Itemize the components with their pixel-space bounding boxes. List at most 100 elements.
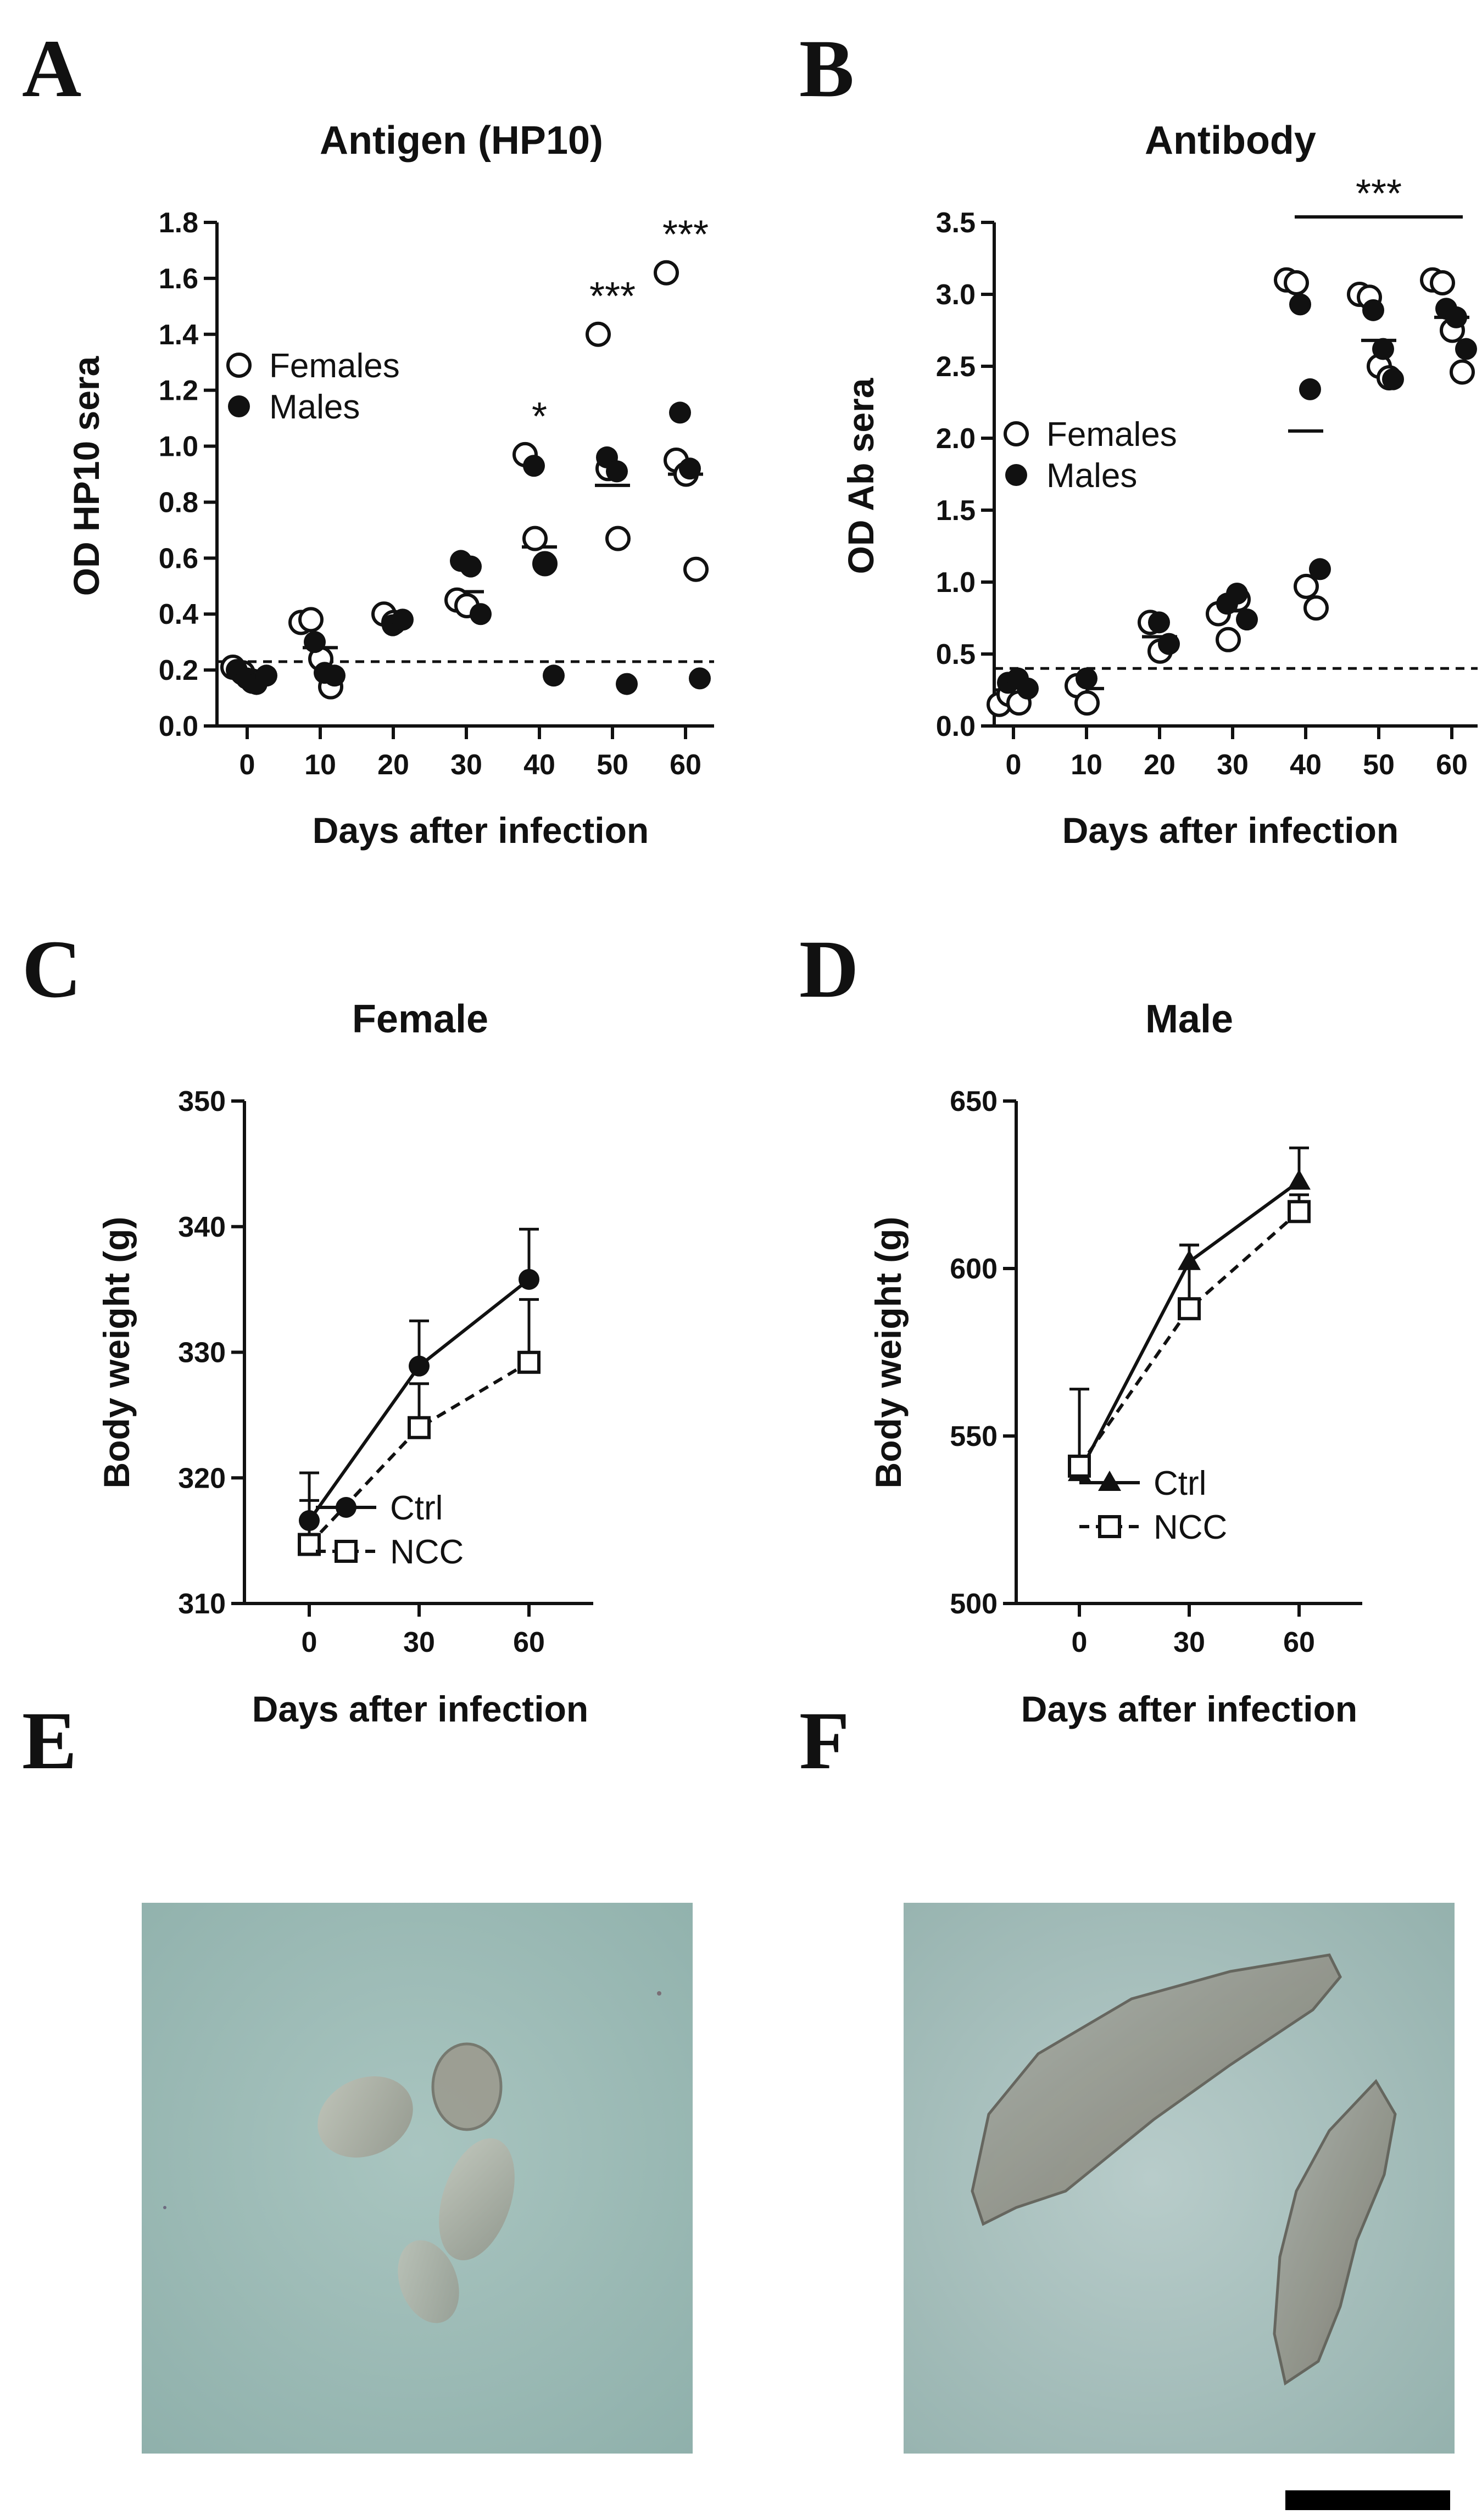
male-point bbox=[1299, 378, 1321, 400]
legend-marker bbox=[226, 353, 252, 378]
y-tick-label: 2.5 bbox=[936, 351, 976, 383]
chart-d-plot: 500 550 600 650 0 30 60 Ctrl NCC bbox=[950, 1086, 1362, 1658]
significance-label: *** bbox=[589, 275, 636, 319]
chart-a-xlabel: Days after infection bbox=[313, 810, 649, 851]
chart-b-title: Antibody bbox=[1145, 119, 1316, 163]
male-point bbox=[1158, 633, 1180, 655]
ncc-point bbox=[1288, 1200, 1311, 1223]
male-point bbox=[523, 455, 545, 477]
male-point bbox=[1372, 338, 1394, 360]
larva-2 bbox=[1273, 2078, 1397, 2386]
panel-label-a: A bbox=[22, 23, 81, 114]
ncc-point bbox=[408, 1416, 431, 1439]
x-tick-label: 10 bbox=[304, 749, 336, 781]
legend-marker bbox=[228, 395, 250, 417]
significance-label: *** bbox=[662, 213, 709, 257]
x-tick-label: 0 bbox=[1072, 1627, 1088, 1658]
ctrl-point bbox=[409, 1355, 430, 1377]
cyst-4 bbox=[398, 2240, 459, 2323]
x-tick-label: 30 bbox=[450, 749, 482, 781]
x-tick-label: 20 bbox=[1144, 749, 1175, 781]
male-point bbox=[1455, 338, 1477, 360]
ctrl-point bbox=[519, 1269, 539, 1290]
male-point bbox=[606, 460, 628, 483]
chart-d-title: Male bbox=[1145, 997, 1233, 1041]
chart-c-xlabel: Days after infection bbox=[252, 1689, 589, 1729]
y-tick-label: 1.2 bbox=[159, 375, 198, 407]
x-tick-label: 0 bbox=[239, 749, 255, 781]
chart-c-ylabel: Body weight (g) bbox=[96, 1217, 137, 1489]
chart-b: Antibody OD Ab sera Days after infection… bbox=[840, 119, 1478, 851]
female-point bbox=[1450, 359, 1475, 385]
micrograph-f bbox=[904, 1903, 1455, 2510]
legend-marker bbox=[335, 1540, 358, 1563]
chart-c: Female Body weight (g) Days after infect… bbox=[96, 997, 593, 1729]
male-point bbox=[543, 664, 565, 687]
female-point bbox=[1303, 595, 1329, 621]
legend-label: Females bbox=[269, 347, 400, 385]
ncc-line bbox=[1078, 1210, 1300, 1467]
male-point bbox=[470, 603, 492, 625]
y-tick-label: 1.0 bbox=[159, 431, 198, 463]
male-point bbox=[1445, 306, 1467, 328]
male-point bbox=[1382, 368, 1404, 390]
male-point bbox=[1076, 667, 1097, 690]
y-tick-label: 340 bbox=[178, 1211, 226, 1243]
y-tick-label: 1.5 bbox=[936, 495, 976, 527]
male-point bbox=[392, 608, 414, 631]
ncc-point bbox=[517, 1350, 541, 1374]
y-tick-label: 1.0 bbox=[936, 567, 976, 599]
chart-c-plot: 310 320 330 340 350 0 30 60 Ctrl NCC bbox=[178, 1086, 593, 1658]
x-tick-label: 60 bbox=[513, 1627, 545, 1658]
x-tick-label: 60 bbox=[1283, 1627, 1315, 1658]
male-point bbox=[669, 401, 691, 424]
y-tick-label: 2.0 bbox=[936, 423, 976, 455]
y-tick-label: 0.0 bbox=[936, 711, 976, 742]
male-point bbox=[616, 673, 638, 695]
chart-a-title: Antigen (HP10) bbox=[320, 119, 603, 163]
y-tick-label: 1.4 bbox=[159, 319, 198, 351]
legend-label: Males bbox=[1046, 457, 1137, 495]
micrograph-e bbox=[142, 1903, 693, 2454]
chart-b-ylabel: OD Ab sera bbox=[840, 377, 881, 574]
y-tick-label: 0.8 bbox=[159, 487, 198, 518]
female-point bbox=[586, 321, 611, 347]
ctrl-point bbox=[299, 1510, 320, 1532]
y-tick-label: 500 bbox=[950, 1588, 998, 1620]
legend-marker bbox=[1098, 1471, 1121, 1491]
debris-dot bbox=[657, 1991, 661, 1996]
male-point bbox=[689, 667, 711, 690]
x-tick-label: 10 bbox=[1071, 749, 1102, 781]
female-point bbox=[522, 526, 548, 551]
micrograph-e-background bbox=[142, 1903, 693, 2454]
y-tick-label: 0.0 bbox=[159, 711, 198, 742]
x-tick-label: 0 bbox=[1006, 749, 1022, 781]
y-tick-label: 310 bbox=[178, 1588, 226, 1620]
legend-marker bbox=[1004, 421, 1029, 446]
cyst-1 bbox=[317, 2076, 413, 2158]
legend-label: NCC bbox=[1154, 1508, 1227, 1546]
chart-d-xlabel: Days after infection bbox=[1021, 1689, 1358, 1729]
chart-b-plot: 0.0 0.5 1.0 1.5 2.0 2.5 3.0 3.5 0 10 20 30 40 50 60 Fem… bbox=[936, 172, 1478, 781]
panel-label-e: E bbox=[22, 1695, 77, 1786]
x-tick-label: 0 bbox=[302, 1627, 317, 1658]
cyst-3 bbox=[439, 2138, 515, 2261]
y-tick-label: 330 bbox=[178, 1337, 226, 1369]
ncc-point bbox=[1178, 1297, 1201, 1321]
panel-label-f: F bbox=[799, 1695, 850, 1786]
y-tick-label: 3.5 bbox=[936, 207, 976, 239]
y-tick-label: 1.6 bbox=[159, 263, 198, 295]
male-point bbox=[1017, 677, 1039, 700]
x-tick-label: 60 bbox=[670, 749, 701, 781]
x-tick-label: 20 bbox=[377, 749, 409, 781]
chart-a-plot: 0.0 0.2 0.4 0.6 0.8 1.0 1.2 1.4 1.6 1.8 0 10 20 30 40 5… bbox=[159, 207, 714, 781]
panel-label-d: D bbox=[799, 924, 859, 1015]
male-point bbox=[1236, 608, 1258, 631]
significance-label: * bbox=[532, 395, 547, 439]
x-tick-label: 50 bbox=[597, 749, 628, 781]
legend-marker bbox=[1098, 1515, 1121, 1538]
scale-bar bbox=[1285, 2490, 1450, 2510]
male-point bbox=[1226, 582, 1248, 605]
male-point bbox=[304, 631, 326, 653]
